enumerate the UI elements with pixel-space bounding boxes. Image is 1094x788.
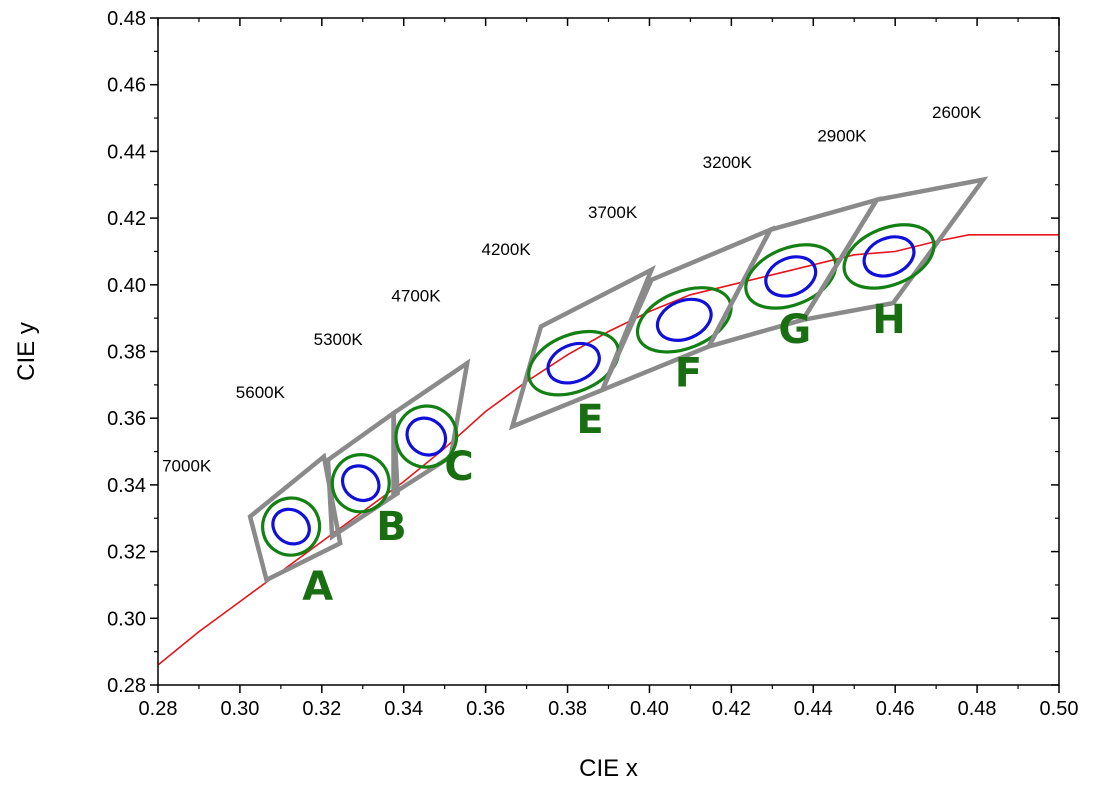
y-tick-label: 0.32: [107, 542, 146, 564]
x-tick-label: 0.46: [876, 698, 915, 720]
outer-ellipse: [330, 453, 391, 514]
cct-label: 3700K: [588, 203, 638, 222]
bins-layer: [247, 176, 989, 584]
y-axis-title: CIE y: [13, 322, 40, 381]
bin-c: [391, 358, 471, 498]
outer-ellipse: [394, 404, 459, 469]
outer-ellipse: [635, 286, 733, 354]
x-tick-label: 0.28: [139, 698, 178, 720]
cct-label: 2600K: [932, 103, 982, 122]
inner-ellipse: [862, 235, 916, 278]
plot-frame: [157, 17, 1060, 686]
bin-letter-c: C: [444, 444, 473, 490]
outer-ellipse: [842, 223, 936, 290]
locus-line: [158, 234, 1059, 666]
x-tick-label: 0.44: [794, 698, 833, 720]
outer-ellipse: [261, 496, 322, 557]
cct-label: 4700K: [391, 286, 441, 305]
x-tick-label: 0.32: [302, 698, 341, 720]
y-tick-label: 0.28: [107, 675, 146, 697]
outer-ellipse: [527, 329, 621, 397]
x-tick-label: 0.30: [220, 698, 259, 720]
y-tick-label: 0.44: [107, 141, 146, 163]
bin-letters: ABC E F G H: [302, 297, 906, 610]
inner-ellipse: [271, 507, 311, 546]
inner-ellipse: [405, 416, 448, 457]
outer-ellipse: [744, 243, 838, 310]
x-tick-label: 0.50: [1040, 698, 1079, 720]
axes: 0.28 0.30 0.32 0.34 0.36 0.38 0.40 0.42 0.44 0.46…: [107, 8, 1078, 720]
cct-label: 2900K: [817, 126, 867, 145]
bin-letter-g: G: [778, 307, 811, 353]
inner-ellipse: [340, 464, 381, 503]
bin-quadrangle: [247, 452, 343, 584]
bin-letter-a: A: [302, 564, 333, 610]
y-tick-label: 0.30: [107, 608, 146, 630]
cct-label: 3200K: [703, 153, 753, 172]
x-tick-label: 0.40: [630, 698, 669, 720]
bin-letter-b: B: [376, 504, 407, 550]
bin-quadrangle: [798, 176, 989, 323]
x-tick-label: 0.36: [466, 698, 505, 720]
cct-label: 5300K: [314, 330, 364, 349]
bin-a: [247, 452, 343, 584]
bin-h: [798, 176, 989, 323]
y-tick-label: 0.38: [107, 342, 146, 364]
x-tick-label: 0.42: [712, 698, 751, 720]
y-tick-label: 0.42: [107, 208, 146, 230]
inner-ellipse: [655, 297, 713, 342]
bin-letter-h: H: [872, 297, 905, 343]
inner-ellipse: [764, 255, 818, 298]
y-tick-label: 0.36: [107, 408, 146, 430]
x-tick-label: 0.48: [958, 698, 997, 720]
cct-label: 7000K: [162, 457, 212, 476]
x-axis-title: CIE x: [579, 755, 638, 782]
bin-letter-e: E: [576, 397, 603, 443]
y-tick-label: 0.48: [107, 8, 146, 30]
x-tick-label: 0.38: [548, 698, 587, 720]
cct-label: 4200K: [482, 240, 532, 259]
x-tick-label: 0.34: [384, 698, 423, 720]
cct-label: 5600K: [236, 383, 286, 402]
bin-letter-f: F: [675, 351, 702, 397]
y-tick-label: 0.40: [107, 275, 146, 297]
y-tick-label: 0.46: [107, 75, 146, 97]
planckian-locus: [158, 234, 1059, 666]
cct-labels: 7000K 5600K 5300K 4700K 4200K 3700K 3200K 2900K…: [162, 103, 982, 476]
y-tick-label: 0.34: [107, 475, 146, 497]
inner-ellipse: [546, 341, 601, 385]
bin-quadrangle: [391, 358, 471, 498]
